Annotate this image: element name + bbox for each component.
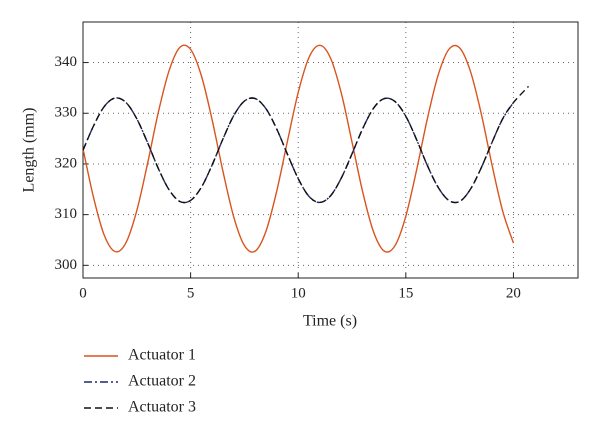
y-tick-label: 320 [55, 155, 78, 171]
legend-label: Actuator 2 [128, 373, 196, 390]
x-tick-label: 5 [187, 285, 195, 301]
y-tick-label: 330 [55, 105, 78, 121]
y-axis-label: Length (mm) [21, 108, 38, 193]
x-axis-label: Time (s) [303, 313, 357, 330]
x-tick-label: 20 [506, 285, 521, 301]
legend-label: Actuator 1 [128, 347, 196, 364]
series-line [82, 85, 530, 204]
x-tick-label: 15 [398, 285, 413, 301]
series-line [82, 97, 515, 204]
y-tick-label: 340 [55, 54, 78, 70]
x-tick-label: 10 [291, 285, 306, 301]
y-tick-label: 300 [55, 257, 78, 273]
y-tick-label: 310 [55, 206, 78, 222]
plot-area [83, 22, 578, 278]
series-line [82, 44, 515, 253]
x-tick-label: 0 [79, 285, 87, 301]
legend-label: Actuator 3 [128, 399, 196, 416]
